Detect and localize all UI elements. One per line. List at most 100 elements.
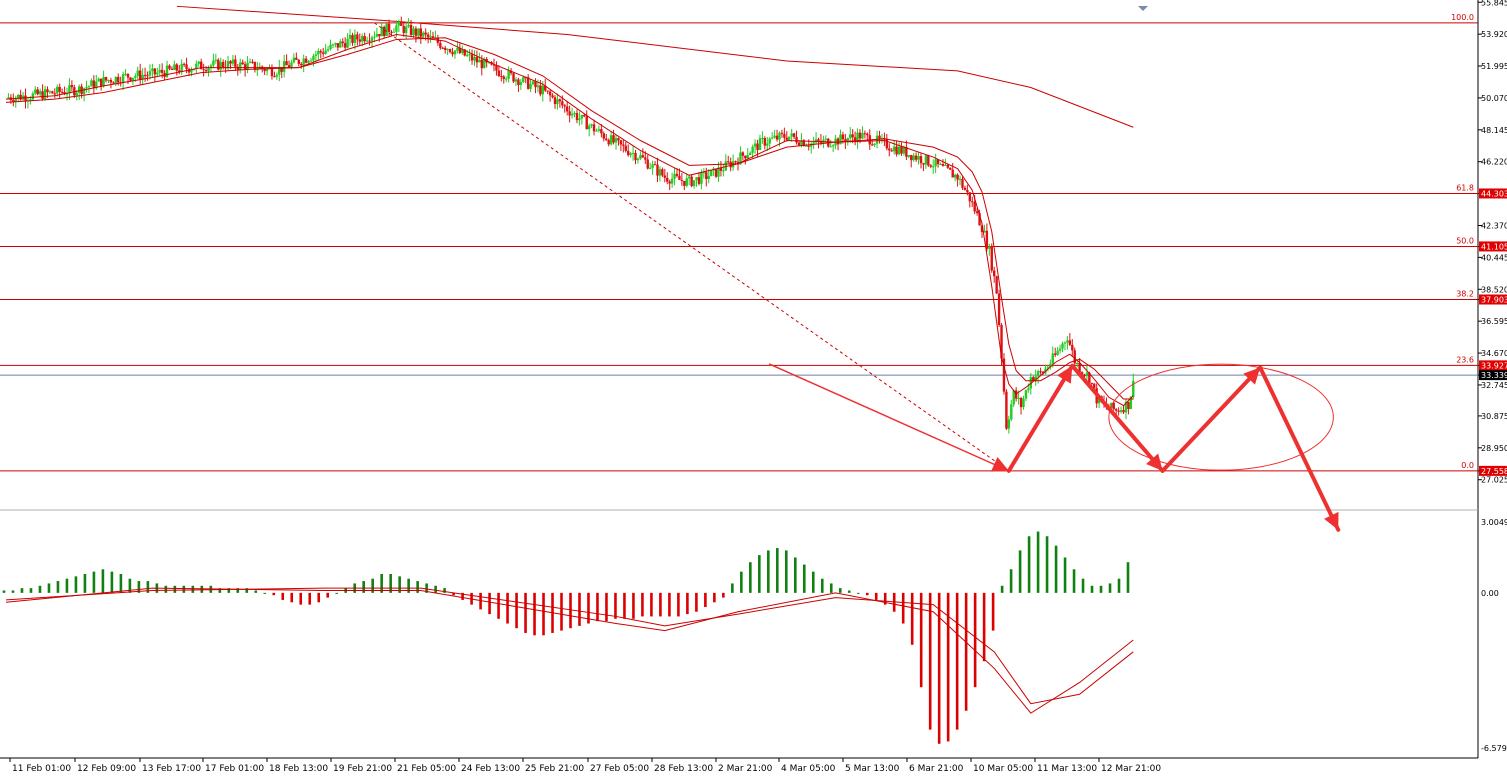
candle-body xyxy=(722,170,725,172)
candle-body xyxy=(234,59,237,67)
candle-body xyxy=(1078,363,1081,373)
macd-bar xyxy=(1117,578,1121,593)
candle-body xyxy=(895,146,898,155)
candle-body xyxy=(204,70,208,72)
candle-body xyxy=(1063,342,1067,344)
candle-body xyxy=(146,75,149,77)
candle-body xyxy=(451,52,454,55)
candle-body xyxy=(492,64,496,66)
price-tag xyxy=(1479,294,1507,305)
candle-body xyxy=(797,142,801,146)
macd-bar xyxy=(74,576,78,593)
candle-body xyxy=(178,70,181,73)
candle-body xyxy=(229,61,232,64)
candle-body xyxy=(461,49,464,54)
candle-body xyxy=(160,69,164,73)
candle-body xyxy=(566,106,569,112)
candle-body xyxy=(304,58,308,63)
time-tick-label: 28 Feb 13:00 xyxy=(654,764,713,772)
candle-body xyxy=(300,63,303,66)
candle-body xyxy=(65,93,69,95)
candle-body xyxy=(285,61,288,66)
candle-body xyxy=(997,293,1001,326)
ma-long-line xyxy=(176,5,1134,128)
fib-level-label: 23.6 xyxy=(1456,355,1474,364)
price-tick-label: 42.370 xyxy=(1481,221,1507,230)
candle-body xyxy=(924,155,928,165)
candle-body xyxy=(785,137,788,140)
candle-body xyxy=(395,25,398,32)
candle-body xyxy=(753,143,757,147)
macd-bar xyxy=(883,592,887,605)
time-tick-label: 18 Feb 13:00 xyxy=(269,764,328,772)
time-tick-label: 10 Mar 05:00 xyxy=(973,764,1033,772)
candle-body xyxy=(446,49,449,51)
candle-body xyxy=(831,145,835,147)
macd-bar xyxy=(92,571,96,593)
candle-body xyxy=(678,175,681,180)
candle-body xyxy=(541,85,544,95)
candle-body xyxy=(1007,419,1011,429)
candle-body xyxy=(756,143,759,151)
candle-body xyxy=(180,63,183,73)
fib-level-label: 50.0 xyxy=(1456,236,1474,245)
candle-body xyxy=(63,92,66,95)
candle-body xyxy=(841,134,845,140)
candle-body xyxy=(1124,401,1128,413)
macd-bar xyxy=(910,592,914,645)
macd-bar xyxy=(1126,562,1130,593)
price-tick-label: 46.220 xyxy=(1481,158,1507,167)
candle-body xyxy=(1000,325,1003,359)
candle-body xyxy=(688,176,691,179)
candle-body xyxy=(685,178,688,186)
macd-bar xyxy=(443,588,446,593)
candle-body xyxy=(373,36,376,38)
candle-body xyxy=(212,60,215,66)
candle-body xyxy=(1005,391,1008,429)
candle-body xyxy=(324,50,327,54)
macd-bar xyxy=(820,578,824,593)
candle-body xyxy=(29,99,32,101)
candle-body xyxy=(597,129,601,131)
candle-body xyxy=(709,170,713,177)
candle-body xyxy=(761,138,764,140)
candle-body xyxy=(107,80,110,82)
candle-body xyxy=(627,150,630,156)
macd-bar xyxy=(829,583,833,593)
macd-bar xyxy=(650,592,653,617)
candle-body xyxy=(1036,371,1040,377)
candle-body xyxy=(168,65,171,69)
candle-body xyxy=(717,167,720,177)
candle-body xyxy=(195,63,198,69)
candle-body xyxy=(417,28,420,36)
macd-bar xyxy=(811,571,815,593)
candle-body xyxy=(12,100,15,102)
macd-bar xyxy=(587,592,590,624)
candle-body xyxy=(346,38,349,48)
candle-body xyxy=(1075,363,1079,365)
price-tick-label: 34.670 xyxy=(1481,349,1507,358)
macd-bar xyxy=(749,562,752,593)
macd-bar xyxy=(182,585,186,593)
current-price-label: 33.339 xyxy=(1481,371,1507,380)
candle-body xyxy=(744,155,747,159)
candle-body xyxy=(280,66,283,72)
macd-bar xyxy=(263,592,267,594)
candle-body xyxy=(605,138,608,141)
macd-bar xyxy=(164,585,168,593)
candle-body xyxy=(38,91,42,95)
candle-body xyxy=(658,169,662,176)
candle-body xyxy=(380,26,383,37)
candle-body xyxy=(814,139,818,143)
macd-bar xyxy=(173,585,177,593)
candle-body xyxy=(856,132,859,143)
candle-body xyxy=(124,73,127,75)
candle-body xyxy=(993,270,996,277)
macd-bar xyxy=(461,592,464,600)
candle-body xyxy=(151,68,154,72)
candle-body xyxy=(932,166,935,168)
candle-body xyxy=(397,21,401,26)
candle-body xyxy=(885,138,889,149)
